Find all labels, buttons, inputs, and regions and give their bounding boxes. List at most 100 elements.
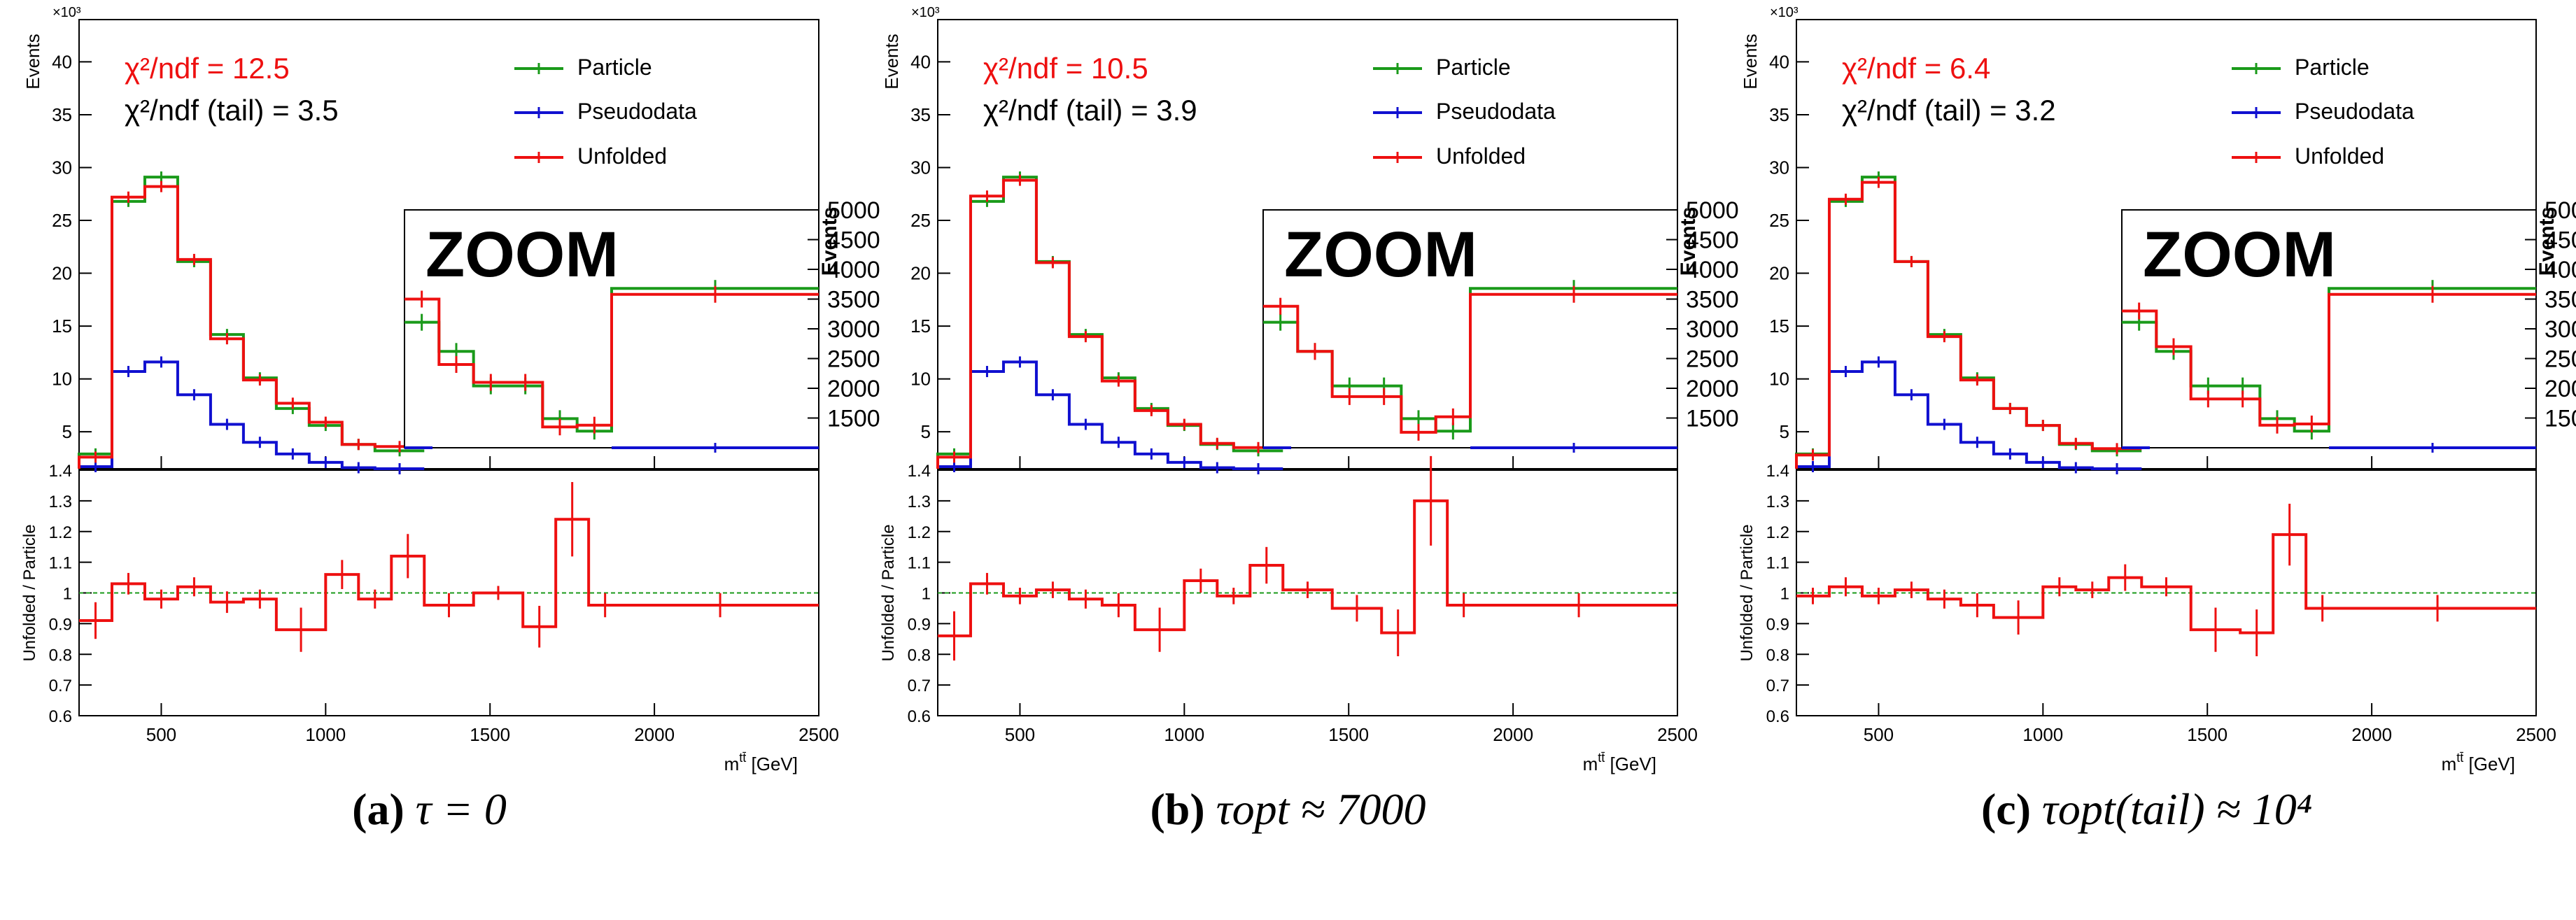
x-tick-label: 1000 xyxy=(1164,724,1204,745)
ratio-y-tick-label: 1.1 xyxy=(49,554,72,573)
zoom-y-tick-label: 2000 xyxy=(2545,376,2576,402)
main-y-tick-label: 10 xyxy=(52,369,72,390)
ratio-y-tick-label: 0.7 xyxy=(1766,677,1789,695)
x-tick-label: 500 xyxy=(1864,724,1894,745)
zoom-y-tick-label: 2500 xyxy=(827,346,880,373)
caption-a-label: (a) xyxy=(352,784,404,834)
ratio-y-tick-label: 1.4 xyxy=(908,462,931,481)
x-tick-label: 1500 xyxy=(1328,724,1369,745)
main-y-tick-label: 5 xyxy=(921,421,931,442)
chi2-main-label: χ²/ndf = 12.5 xyxy=(125,52,290,85)
x-axis-label-m: m xyxy=(1583,753,1598,774)
x-tick-label: 1000 xyxy=(2022,724,2063,745)
panel-c: 5 10 15 20 25 30 35 40 ×10³ Events 500 1000 1500 2000… xyxy=(1738,5,2576,774)
ratio-y-tick-label: 1.2 xyxy=(908,523,931,542)
legend-label-unfolded: Unfolded xyxy=(1436,143,1526,169)
main-y-axis-label: Events xyxy=(22,34,43,90)
main-y-tick-label: 20 xyxy=(1769,263,1789,284)
main-y-tick-label: 30 xyxy=(1769,157,1789,178)
caption-b-text: τopt ≈ 7000 xyxy=(1216,784,1426,834)
zoom-y-tick-label: 4000 xyxy=(827,257,880,283)
x-tick-label: 2000 xyxy=(1493,724,1533,745)
zoom-y-tick-label: 3000 xyxy=(1686,316,1739,343)
main-series-pseudodata xyxy=(936,360,1283,470)
ratio-y-tick-label: 0.7 xyxy=(49,677,72,695)
zoom-y-axis-label: Events xyxy=(1677,207,1700,276)
ratio-y-tick-label: 1.2 xyxy=(1766,523,1789,542)
ratio-y-tick-label: 0.6 xyxy=(49,707,72,726)
x-axis-label: mtt̄ [GeV] xyxy=(1583,751,1656,774)
zoom-y-tick-label: 2500 xyxy=(1686,346,1739,373)
main-y-tick-label: 5 xyxy=(62,421,72,442)
ratio-y-tick-label: 0.6 xyxy=(1766,707,1789,726)
zoom-y-tick-label: 5000 xyxy=(1686,197,1739,224)
ratio-y-tick-label: 0.8 xyxy=(49,646,72,665)
ratio-y-tick-label: 1.2 xyxy=(49,523,72,542)
zoom-y-tick-label: 2500 xyxy=(2545,346,2576,373)
main-y-tick-label: 20 xyxy=(52,263,72,284)
caption-b: (b) τopt ≈ 7000 xyxy=(859,784,1717,835)
x-axis-label-m: m xyxy=(724,753,740,774)
panel-c-caption-box: (c) τopt(tail) ≈ 10⁴ xyxy=(1717,0,2576,920)
ratio-y-axis-label: Unfolded / Particle xyxy=(1738,524,1757,661)
ratio-y-tick-label: 1.3 xyxy=(49,493,72,511)
zoom-y-tick-label: 4000 xyxy=(2545,257,2576,283)
x-axis-label: mtt̄ [GeV] xyxy=(2442,751,2515,774)
x-tick-label: 2000 xyxy=(634,724,675,745)
ratio-y-tick-label: 0.9 xyxy=(908,615,931,634)
main-y-tick-label: 40 xyxy=(1769,51,1789,72)
caption-b-label: (b) xyxy=(1150,784,1205,834)
main-y-tick-label: 40 xyxy=(910,51,931,72)
zoom-y-tick-label: 5000 xyxy=(2545,197,2576,224)
zoom-y-tick-label: 2000 xyxy=(827,376,880,402)
legend-label-particle: Particle xyxy=(2295,55,2370,80)
main-y-tick-label: 25 xyxy=(1769,210,1789,231)
caption-a-text: τ = 0 xyxy=(415,784,507,834)
zoom-y-tick-label: 1500 xyxy=(1686,406,1739,432)
ratio-y-tick-label: 0.8 xyxy=(1766,646,1789,665)
main-y-tick-label: 30 xyxy=(910,157,931,178)
ratio-y-tick-label: 1 xyxy=(922,585,931,604)
legend-label-pseudodata: Pseudodata xyxy=(2295,99,2414,124)
x-tick-label: 1500 xyxy=(2187,724,2227,745)
caption-c: (c) τopt(tail) ≈ 10⁴ xyxy=(1717,784,2576,835)
main-y-tick-label: 35 xyxy=(1769,104,1789,125)
ratio-y-tick-label: 1 xyxy=(1780,585,1789,604)
x-tick-label: 500 xyxy=(1005,724,1035,745)
main-y-tick-label: 15 xyxy=(910,316,931,337)
chi2-main-label: χ²/ndf = 10.5 xyxy=(983,52,1148,85)
zoom-y-tick-label: 4000 xyxy=(1686,257,1739,283)
ratio-y-tick-label: 1.3 xyxy=(1766,493,1789,511)
panel-a: 5 10 15 20 25 30 35 40 ×10³ Events 500 1000 1500 2000… xyxy=(20,5,880,774)
x-axis-label-m: m xyxy=(2442,753,2457,774)
main-y-tick-label: 25 xyxy=(52,210,72,231)
main-y-tick-label: 35 xyxy=(910,104,931,125)
main-y-tick-label: 20 xyxy=(910,263,931,284)
zoom-series-unfolded xyxy=(1263,292,1677,434)
x-axis-label-unit: [GeV] xyxy=(746,753,798,774)
ratio-y-tick-label: 0.9 xyxy=(49,615,72,634)
x-tick-label: 500 xyxy=(146,724,176,745)
x-tick-label: 2500 xyxy=(798,724,839,745)
x-axis-label: mtt̄ [GeV] xyxy=(724,751,798,774)
main-y-tick-label: 40 xyxy=(52,51,72,72)
ratio-y-tick-label: 0.9 xyxy=(1766,615,1789,634)
zoom-y-tick-label: 1500 xyxy=(2545,406,2576,432)
zoom-series-unfolded xyxy=(2122,292,2536,427)
x-tick-label: 2000 xyxy=(2351,724,2392,745)
zoom-y-tick-label: 4500 xyxy=(2545,227,2576,254)
zoom-series-unfolded xyxy=(404,292,819,429)
zoom-label: ZOOM xyxy=(2143,219,2336,290)
x-tick-label: 1500 xyxy=(470,724,510,745)
zoom-y-axis-label: Events xyxy=(818,207,841,276)
zoom-y-tick-label: 1500 xyxy=(827,406,880,432)
x-axis-label-sup: tt̄ xyxy=(1598,751,1605,765)
main-y-tick-label: 10 xyxy=(910,369,931,390)
caption-c-label: (c) xyxy=(1980,784,2031,834)
x-tick-label: 2500 xyxy=(2516,724,2556,745)
x-axis-label-unit: [GeV] xyxy=(1605,753,1656,774)
panel-a-caption-box: (a) τ = 0 xyxy=(0,0,859,920)
main-series-pseudodata xyxy=(78,360,425,470)
main-y-tick-label: 5 xyxy=(1780,421,1789,442)
legend-label-unfolded: Unfolded xyxy=(2295,143,2384,169)
